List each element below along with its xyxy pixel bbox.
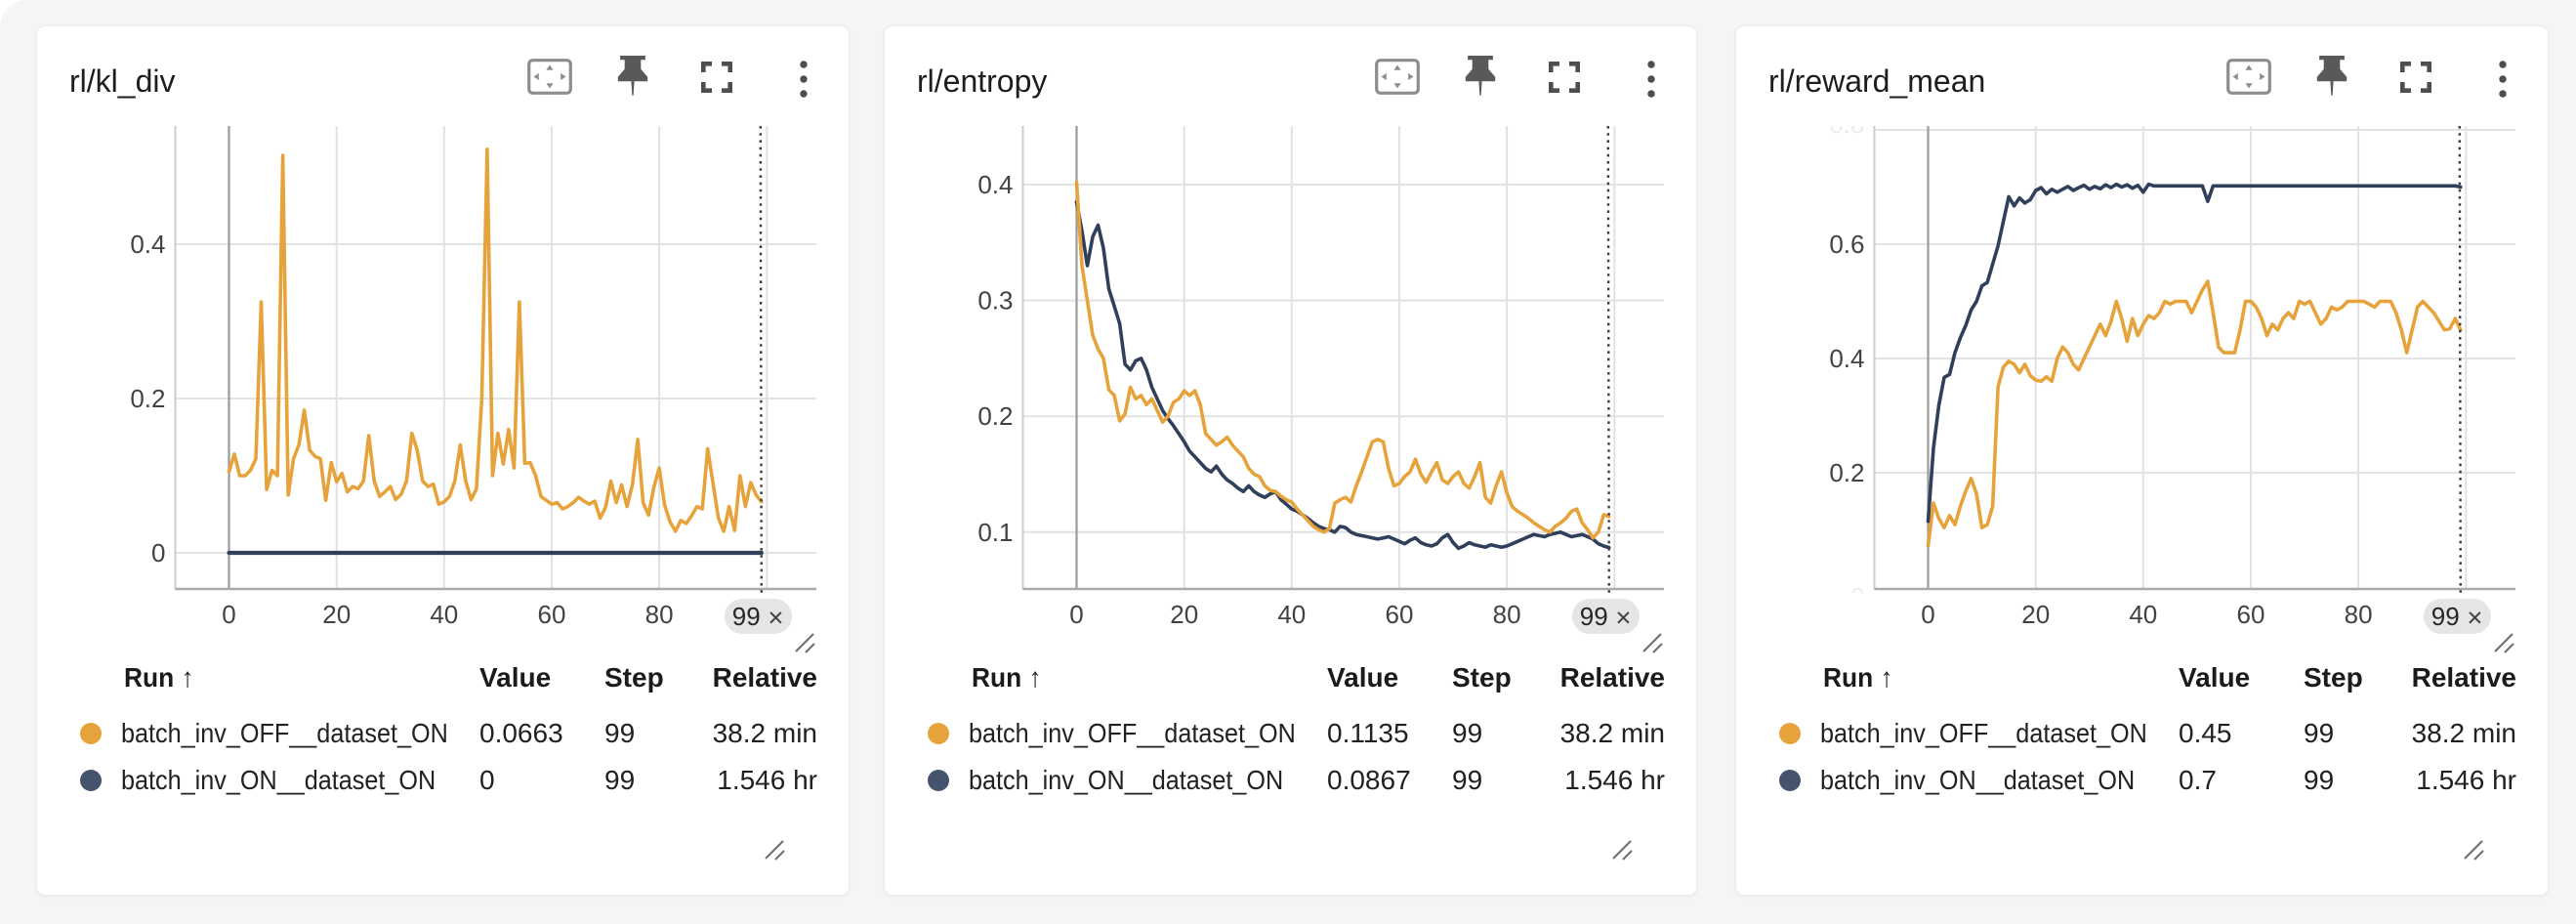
svg-text:0: 0 [1850,582,1864,611]
svg-text:40: 40 [430,600,458,629]
svg-text:20: 20 [1170,600,1198,629]
svg-text:0.2: 0.2 [977,401,1013,431]
svg-text:80: 80 [1493,600,1521,629]
svg-text:0.4: 0.4 [130,230,165,259]
svg-text:0: 0 [1069,600,1083,629]
svg-text:0: 0 [151,538,165,567]
svg-text:60: 60 [538,600,566,629]
svg-text:0.1: 0.1 [977,518,1013,547]
svg-text:0.3: 0.3 [977,286,1013,315]
svg-text:60: 60 [2237,600,2265,629]
svg-text:0.8: 0.8 [1829,109,1864,139]
svg-text:20: 20 [2021,600,2050,629]
svg-text:0.2: 0.2 [130,384,165,413]
svg-text:80: 80 [2345,600,2373,629]
svg-text:0.4: 0.4 [977,170,1013,199]
svg-text:0.2: 0.2 [1829,458,1864,487]
svg-text:0: 0 [1921,600,1934,629]
svg-text:80: 80 [645,600,674,629]
svg-text:0: 0 [222,600,235,629]
svg-text:40: 40 [2129,600,2157,629]
svg-text:0.6: 0.6 [1829,230,1864,259]
svg-text:60: 60 [1386,600,1414,629]
svg-text:40: 40 [1277,600,1306,629]
svg-text:0.4: 0.4 [1829,344,1864,373]
svg-text:20: 20 [322,600,351,629]
